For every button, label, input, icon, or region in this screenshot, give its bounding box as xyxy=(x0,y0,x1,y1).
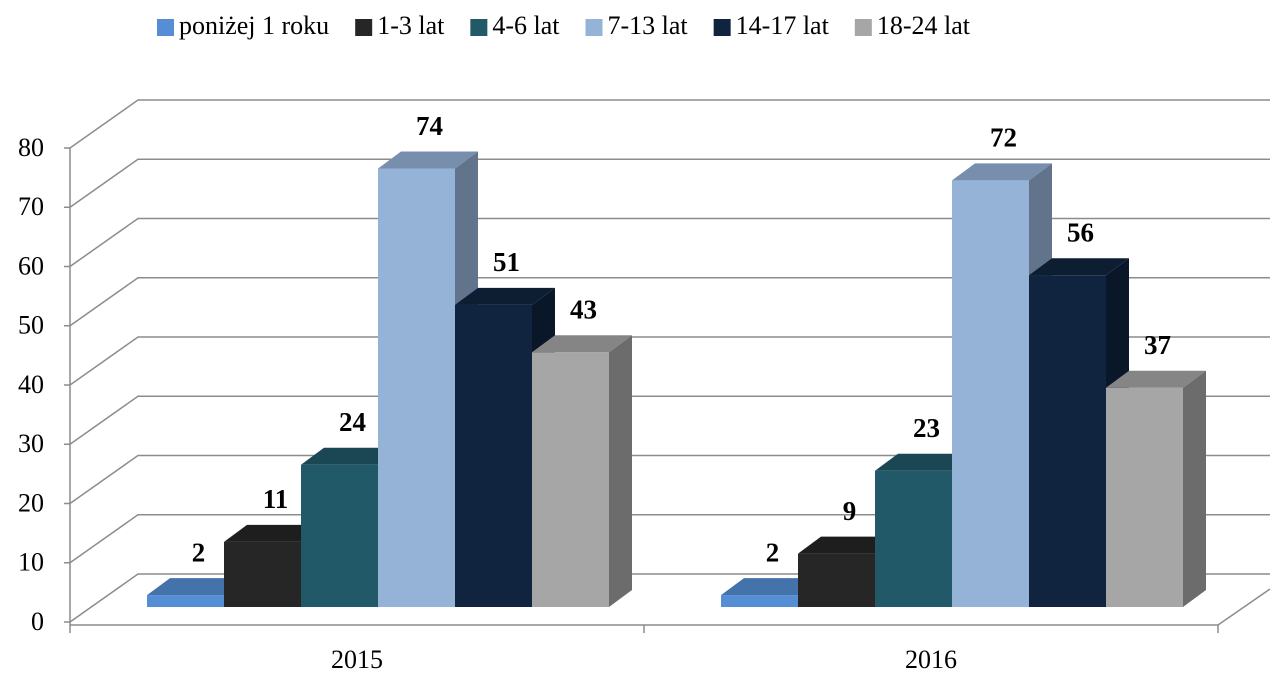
legend-label: 18-24 lat xyxy=(877,11,971,40)
legend-label: 1-3 lat xyxy=(377,11,445,40)
grid-line xyxy=(69,395,1270,445)
y-tick-label: 40 xyxy=(18,370,44,399)
value-label: 24 xyxy=(339,407,366,437)
value-label: 11 xyxy=(263,484,289,514)
bar xyxy=(532,335,632,607)
bar-face xyxy=(875,470,952,607)
bar-face xyxy=(798,536,898,554)
x-tick-label: 2016 xyxy=(905,645,957,674)
y-tick-label: 20 xyxy=(18,488,44,517)
grid-line xyxy=(69,217,1270,268)
bar-face xyxy=(1029,275,1106,607)
value-label: 56 xyxy=(1067,217,1094,247)
bar-face xyxy=(224,524,324,542)
legend-label: 14-17 lat xyxy=(736,11,830,40)
grid-line xyxy=(69,277,1270,327)
y-tick-label: 30 xyxy=(18,429,44,458)
legend-swatch xyxy=(585,19,603,36)
bar-face xyxy=(455,304,532,607)
bar-face xyxy=(609,335,632,607)
value-label: 37 xyxy=(1144,330,1171,360)
legend-label: 4-6 lat xyxy=(492,11,560,40)
bar-face xyxy=(721,595,798,607)
grid-line xyxy=(69,454,1270,505)
floor-edge xyxy=(1217,588,1271,626)
legend-label: poniżej 1 roku xyxy=(179,11,329,40)
value-label: 51 xyxy=(493,247,520,277)
legend-label: 7-13 lat xyxy=(608,11,689,40)
bar-face xyxy=(532,352,609,607)
bar xyxy=(1106,370,1206,607)
bar-face xyxy=(1106,387,1183,607)
value-label: 43 xyxy=(570,294,597,324)
y-tick-label: 0 xyxy=(31,607,44,636)
legend-swatch xyxy=(157,19,174,36)
grid-line xyxy=(69,99,1270,149)
bar-face xyxy=(875,453,975,471)
bar-face xyxy=(1183,370,1206,607)
bar-face xyxy=(952,180,1029,607)
value-label: 9 xyxy=(843,496,857,526)
bar-face xyxy=(455,287,555,305)
legend-swatch xyxy=(713,19,731,36)
grid-line xyxy=(69,158,1270,208)
legend-swatch xyxy=(470,19,488,36)
bar-face xyxy=(301,464,378,607)
bar-face xyxy=(952,163,1052,181)
bar-face xyxy=(147,595,224,607)
grid-line xyxy=(69,336,1270,386)
x-tick-label: 2015 xyxy=(331,645,383,674)
value-label: 2 xyxy=(192,537,206,567)
legend-swatch xyxy=(355,19,373,36)
bar-face xyxy=(224,541,301,607)
bar-face xyxy=(721,578,821,596)
value-label: 2 xyxy=(766,537,780,567)
value-label: 23 xyxy=(913,413,940,443)
legend-swatch xyxy=(854,19,872,36)
y-tick-label: 50 xyxy=(18,311,44,340)
bar-face xyxy=(378,151,478,169)
bar-face xyxy=(147,578,247,596)
bar-face xyxy=(301,447,401,465)
bar-face xyxy=(1029,258,1129,276)
bar-face xyxy=(378,168,455,608)
y-tick-label: 80 xyxy=(18,133,44,162)
value-label: 74 xyxy=(416,111,443,141)
y-tick-label: 10 xyxy=(18,548,44,577)
y-tick-label: 70 xyxy=(18,192,44,221)
y-tick-label: 60 xyxy=(18,251,44,280)
bar-face xyxy=(532,335,632,353)
bar-face xyxy=(798,553,875,607)
value-label: 72 xyxy=(990,123,1017,153)
bar-face xyxy=(1106,370,1206,388)
